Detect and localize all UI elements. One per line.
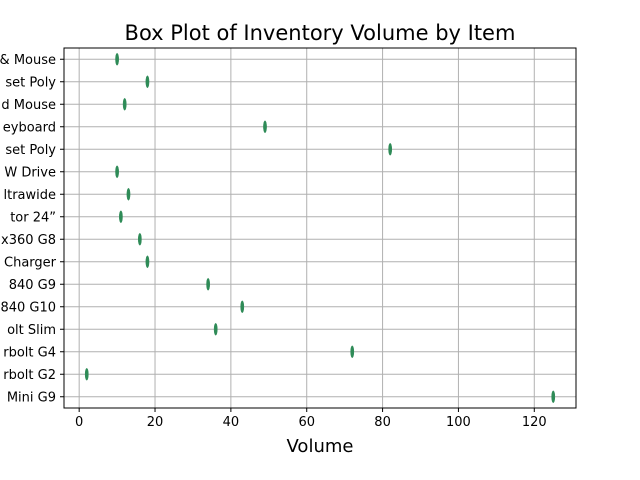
- x-tick-label: 0: [75, 415, 83, 430]
- y-tick-label: olt Slim: [7, 323, 56, 338]
- plot-frame: [63, 47, 577, 409]
- y-tick-label: set Poly: [5, 143, 56, 158]
- box-mark: [388, 143, 393, 156]
- y-tick-label: ltrawide: [3, 188, 56, 203]
- y-tick-label: x360 G8: [1, 233, 56, 248]
- y-tick-label: rbolt G4: [3, 345, 56, 360]
- y-tick-label: 840 G9: [9, 278, 56, 293]
- x-tick-label: 40: [223, 415, 240, 430]
- y-axis-ticks: & Mouse set Poly d Mouse eyboard set Poly W D…: [0, 53, 64, 405]
- x-axis-label: Volume: [287, 436, 354, 457]
- box-mark: [122, 98, 127, 111]
- chart-title: Box Plot of Inventory Volume by Item: [125, 21, 516, 45]
- box-mark: [138, 233, 142, 246]
- box-mark: [213, 323, 218, 336]
- x-axis-ticks: 0 20 40 60 80 100 120: [75, 408, 547, 430]
- grid-lines: [64, 48, 576, 408]
- box-mark: [119, 210, 123, 223]
- x-tick-label: 80: [374, 415, 391, 430]
- box-mark: [145, 255, 150, 268]
- box-mark: [145, 75, 150, 88]
- x-tick-label: 100: [446, 415, 471, 430]
- y-tick-label: & Mouse: [0, 53, 56, 68]
- box-mark: [206, 278, 210, 291]
- y-tick-label: eyboard: [3, 120, 56, 135]
- box-mark: [551, 390, 556, 403]
- y-tick-label: d Mouse: [1, 98, 56, 113]
- y-tick-label: tor 24”: [10, 210, 56, 225]
- box-mark: [115, 53, 119, 66]
- box-mark: [240, 300, 245, 313]
- y-tick-label: W Drive: [4, 165, 56, 180]
- box-mark: [115, 165, 119, 178]
- box-mark: [263, 120, 267, 133]
- y-tick-label: 840 G10: [0, 300, 56, 315]
- box-mark: [84, 368, 89, 381]
- box-mark: [126, 188, 131, 201]
- y-tick-label: set Poly: [5, 75, 56, 90]
- x-tick-label: 20: [147, 415, 164, 430]
- x-tick-label: 120: [522, 415, 547, 430]
- y-tick-label: Charger: [4, 255, 57, 270]
- x-tick-label: 60: [298, 415, 315, 430]
- box-mark: [350, 345, 355, 358]
- box-marks: [84, 53, 556, 403]
- y-tick-label: Mini G9: [7, 390, 56, 405]
- y-tick-label: rbolt G2: [3, 368, 56, 383]
